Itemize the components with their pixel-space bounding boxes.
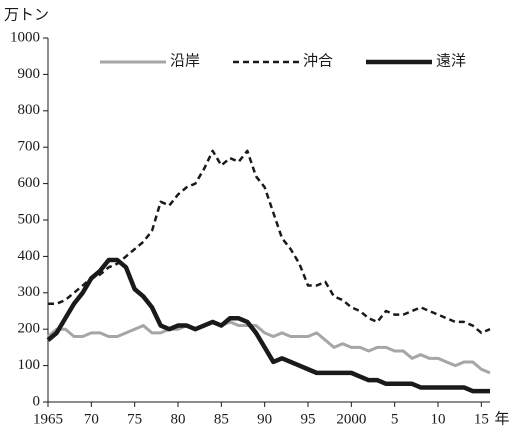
x-tick-label: 85 bbox=[214, 411, 229, 427]
x-tick-label: 80 bbox=[171, 411, 186, 427]
x-tick-label: 2000 bbox=[336, 411, 366, 427]
x-tick-label: 75 bbox=[127, 411, 142, 427]
legend-label: 遠洋 bbox=[436, 52, 466, 69]
x-unit: 年 bbox=[494, 410, 509, 427]
y-tick-label: 700 bbox=[18, 139, 41, 155]
y-tick-label: 300 bbox=[18, 284, 41, 300]
y-tick-label: 1000 bbox=[10, 29, 40, 45]
x-tick-label: 1965 bbox=[33, 411, 63, 427]
y-tick-label: 200 bbox=[18, 321, 41, 337]
x-tick-label: 15 bbox=[474, 411, 489, 427]
legend-label: 沿岸 bbox=[170, 52, 200, 69]
legend-label: 沖合 bbox=[303, 52, 333, 69]
y-tick-label: 500 bbox=[18, 211, 41, 227]
y-tick-label: 600 bbox=[18, 175, 41, 191]
line-series bbox=[46, 257, 490, 394]
line-series bbox=[48, 149, 491, 335]
x-tick-label: 70 bbox=[84, 411, 99, 427]
x-tick-label: 95 bbox=[301, 411, 316, 427]
y-tick-label: 400 bbox=[18, 248, 41, 264]
x-tick-label: 5 bbox=[391, 411, 399, 427]
x-tick-label: 90 bbox=[257, 411, 272, 427]
y-tick-label: 100 bbox=[18, 357, 41, 373]
y-unit: 万トン bbox=[4, 7, 49, 23]
y-tick-label: 0 bbox=[33, 393, 41, 409]
x-tick-label: 10 bbox=[431, 411, 446, 427]
y-tick-label: 900 bbox=[18, 66, 41, 82]
line-series bbox=[47, 320, 491, 375]
y-tick-label: 800 bbox=[18, 102, 41, 118]
